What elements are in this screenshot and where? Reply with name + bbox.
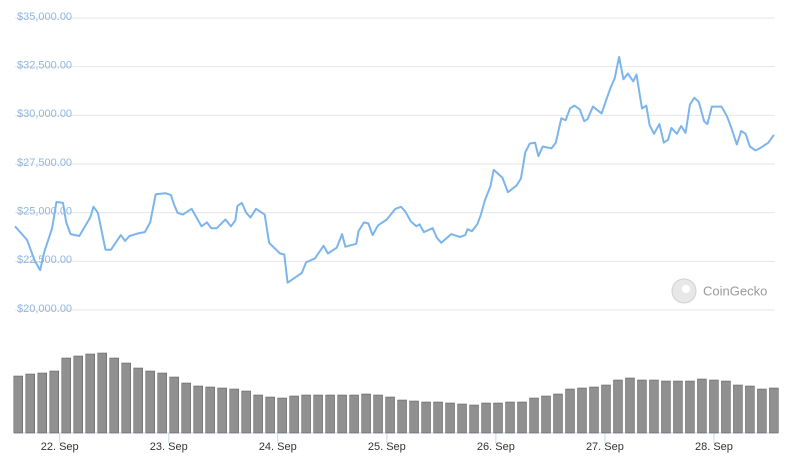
y-tick-label: $25,000.00 [17,206,72,218]
volume-bar [397,399,407,434]
volume-bar [181,382,191,434]
y-tick-label: $32,500.00 [17,60,72,72]
volume-bar [421,401,431,434]
y-tick-label: $20,000.00 [17,303,72,315]
volume-bar [349,394,359,434]
volume-bar [373,394,383,434]
volume-bar [445,402,455,434]
volume-bar [325,394,335,434]
volume-bar [145,370,155,434]
volume-bar [661,380,671,434]
volume-bar [757,388,767,434]
volume-bar [49,370,59,434]
x-tick-label: 22. Sep [41,441,79,453]
volume-bar [25,373,35,434]
volume-bar [709,379,719,434]
volume-bar [505,401,515,434]
volume-bar [157,372,167,434]
y-tick-label: $27,500.00 [17,157,72,169]
x-tick-label: 25. Sep [368,441,406,453]
volume-bar [73,355,83,434]
volume-bar [361,393,371,434]
volume-bar [385,396,395,434]
volume-bar [649,379,659,434]
x-tick-label: 23. Sep [150,441,188,453]
volume-bar [553,393,563,434]
volume-bar [277,397,287,434]
volume-bar [541,395,551,434]
volume-bar [529,397,539,434]
volume-bar [625,377,635,434]
volume-bar [673,380,683,434]
y-tick-label: $30,000.00 [17,108,72,120]
volume-bar [241,390,251,434]
volume-bar [37,372,47,434]
volume-bar [301,394,311,434]
y-tick-label: $35,000.00 [17,11,72,23]
volume-bar [685,380,695,434]
volume-bar [85,353,95,434]
volume-bar [577,387,587,434]
volume-bar [409,400,419,434]
volume-bar [769,387,779,434]
x-tick-label: 27. Sep [586,441,624,453]
volume-bar [313,394,323,434]
volume-bar [97,352,107,434]
volume-bar [193,385,203,434]
watermark: CoinGecko [703,283,767,298]
volume-bar [517,401,527,434]
volume-bar [109,357,119,434]
volume-bar [433,401,443,434]
volume-bar [13,375,23,434]
volume-bar [61,357,71,434]
x-tick-label: 24. Sep [259,441,297,453]
volume-bar [637,379,647,434]
volume-bar [565,388,575,434]
x-tick-label: 28. Sep [695,441,733,453]
volume-bar [265,396,275,434]
volume-bar [457,403,467,434]
watermark-group: CoinGecko [671,278,767,304]
watermark-logo-eye [682,285,690,293]
volume-bar [745,385,755,434]
y-tick-label: $22,500.00 [17,254,72,266]
volume-bar [133,367,143,434]
volume-bar [469,404,479,434]
volume-bar [613,379,623,434]
volume-bar [481,402,491,434]
x-tick-label: 26. Sep [477,441,515,453]
volume-bar [253,394,263,434]
price-line [14,55,775,284]
volume-bar [601,384,611,434]
volume-bar [289,395,299,434]
volume-bar [697,378,707,434]
volume-bar [733,384,743,434]
volume-bar [721,380,731,434]
volume-bar [493,402,503,434]
volume-bar [229,388,239,434]
volume-bar [169,376,179,434]
volume-bar [205,386,215,434]
volume-bar [217,387,227,434]
volume-bar [121,362,131,434]
volume-bar [337,394,347,434]
volume-bar [589,386,599,434]
